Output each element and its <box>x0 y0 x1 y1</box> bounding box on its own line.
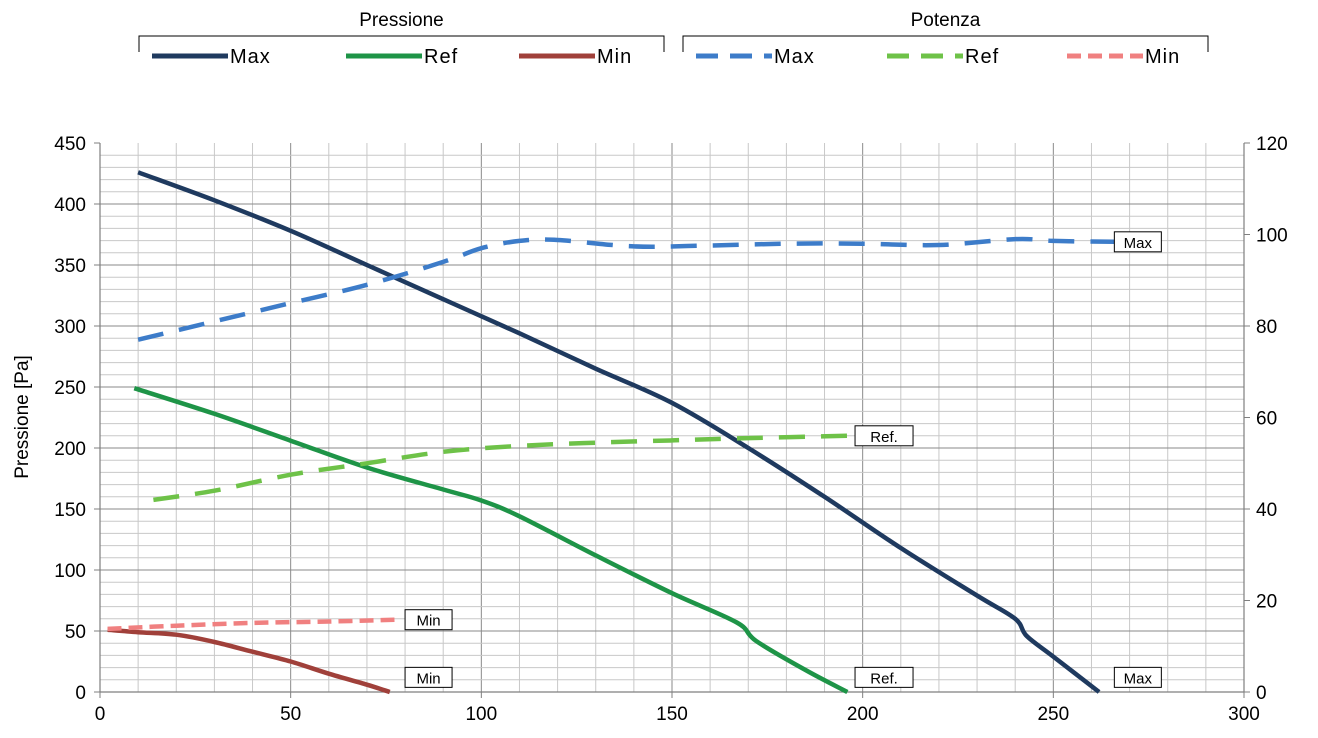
y-tick-label: 350 <box>54 256 86 277</box>
y2-tick-label: 100 <box>1256 226 1288 247</box>
x-tick-label: 50 <box>280 704 301 725</box>
legend-label: Max <box>774 46 815 68</box>
x-tick-label: 300 <box>1228 704 1260 725</box>
annotation-box: Min <box>404 666 453 688</box>
legend-group-title: Potenza <box>911 10 981 31</box>
y-tick-label: 0 <box>75 683 86 704</box>
y-tick-label: 400 <box>54 195 86 216</box>
y2-tick-label: 60 <box>1256 409 1277 430</box>
legend-label: Ref <box>965 46 999 68</box>
y2-tick-label: 120 <box>1256 134 1288 155</box>
annotation-label: Max <box>1124 670 1153 687</box>
annotation-box: Min <box>404 609 453 631</box>
annotation-frame <box>1113 666 1162 688</box>
legend-group-potenza: Potenza Max Ref Min <box>682 10 1209 68</box>
y2-tick-label: 0 <box>1256 683 1267 704</box>
x-tick-label: 200 <box>847 704 879 725</box>
annotation-frame <box>854 666 914 688</box>
annotations: Max Ref. Min Max Ref. Min <box>404 231 1162 688</box>
legend-bracket <box>682 35 1209 52</box>
axes: 0 50 100 150 200 250 3000501001502002503003504… <box>54 134 1287 725</box>
legend-label: Ref <box>424 46 458 68</box>
annotation-frame <box>1113 231 1162 253</box>
y-axis-label: Pressione [Pa] <box>12 355 33 479</box>
y-tick-label: 100 <box>54 561 86 582</box>
annotation-box: Max <box>1113 666 1162 688</box>
y-tick-label: 50 <box>65 622 86 643</box>
x-tick-label: 250 <box>1037 704 1069 725</box>
legend-label: Min <box>1145 46 1180 68</box>
y-tick-label: 150 <box>54 500 86 521</box>
y2-tick-label: 40 <box>1256 500 1277 521</box>
series-pressione-max <box>137 170 1101 694</box>
annotation-label: Min <box>416 613 440 630</box>
annotation-box: Ref. <box>854 666 914 688</box>
annotation-label: Min <box>416 670 440 687</box>
x-tick-label: 150 <box>656 704 688 725</box>
y2-tick-label: 80 <box>1256 317 1277 338</box>
series-potenza-min <box>107 617 398 632</box>
legend: Pressione Max Ref Min Potenza Max Ref Min <box>138 10 1209 68</box>
legend-group-pressione: Pressione Max Ref Min <box>138 10 665 68</box>
annotation-label: Max <box>1124 235 1153 252</box>
legend-label: Max <box>230 46 271 68</box>
annotation-box: Max <box>1113 231 1162 253</box>
y-tick-label: 300 <box>54 317 86 338</box>
annotation-box: Ref. <box>854 425 914 447</box>
y-tick-label: 450 <box>54 134 86 155</box>
annotation-frame <box>854 425 914 447</box>
series-potenza-ref <box>153 433 848 503</box>
annotation-label: Ref. <box>870 670 898 687</box>
series-potenza-max <box>137 236 1115 342</box>
annotation-frame <box>404 609 453 631</box>
x-tick-label: 0 <box>95 704 106 725</box>
y-tick-label: 250 <box>54 378 86 399</box>
legend-label: Min <box>597 46 632 68</box>
legend-bracket <box>138 35 665 52</box>
series-pressione-min <box>107 627 391 695</box>
x-tick-label: 100 <box>465 704 497 725</box>
series-pressione-ref <box>133 386 849 694</box>
annotation-label: Ref. <box>870 429 898 446</box>
grid <box>100 143 1244 692</box>
legend-group-title: Pressione <box>359 10 444 31</box>
y2-tick-label: 20 <box>1256 592 1277 613</box>
y-tick-label: 200 <box>54 439 86 460</box>
series-lines <box>107 170 1115 695</box>
annotation-frame <box>404 666 453 688</box>
